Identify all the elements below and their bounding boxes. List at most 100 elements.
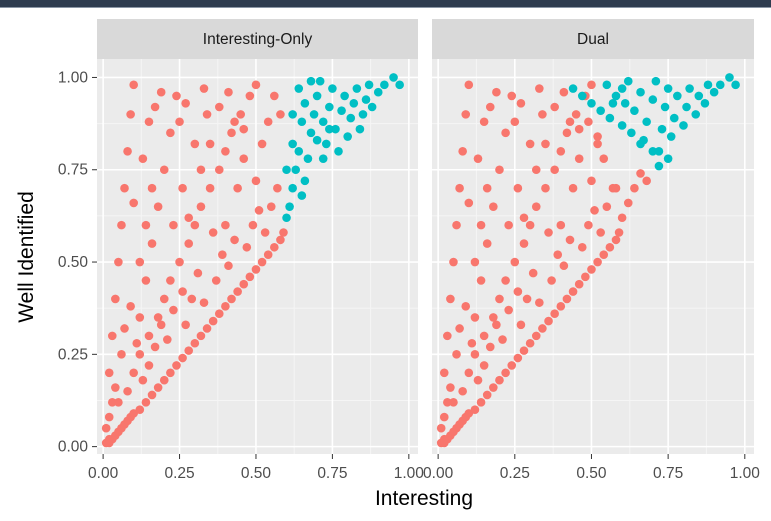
data-point-not-selected [141,276,151,285]
data-point-not-selected [464,198,474,208]
data-point-not-selected [461,302,471,311]
data-point-not-selected [153,383,163,392]
data-point-not-selected [181,320,190,330]
data-point-not-selected [193,268,203,278]
data-point-not-selected [239,154,249,163]
data-point-not-selected [205,183,215,193]
data-point-not-selected [519,239,529,248]
data-point-not-selected [135,405,145,415]
data-point-not-selected [169,220,178,230]
data-point-not-selected [593,257,602,267]
data-point-not-selected [104,412,114,422]
data-point-not-selected [562,294,572,304]
data-point-not-selected [516,320,526,330]
data-point-not-selected [239,279,249,289]
data-point-not-selected [596,228,605,237]
data-point-not-selected [270,242,279,252]
data-point-not-selected [473,154,483,163]
data-point-not-selected [239,124,249,134]
data-point-not-selected [138,375,148,385]
data-point-not-selected [547,276,556,285]
data-point-not-selected [525,139,535,149]
data-point-not-selected [233,183,242,193]
data-point-not-selected [599,250,609,259]
data-point-selected [321,139,331,149]
data-point-not-selected [251,176,261,186]
data-point-not-selected [107,398,117,407]
data-point-not-selected [166,368,175,378]
data-point-not-selected [436,423,446,433]
x-tick-label: 0.25 [500,465,530,482]
data-point-not-selected [123,386,132,396]
plot-panel-background [97,59,418,454]
facet-strip-label: Dual [577,31,609,48]
data-point-selected [291,165,301,175]
data-point-selected [709,87,719,97]
data-point-not-selected [257,139,267,149]
data-point-not-selected [593,132,602,141]
data-point-not-selected [636,169,645,178]
data-point-selected [725,73,734,82]
data-point-not-selected [184,213,194,223]
data-point-not-selected [449,257,458,267]
data-point-not-selected [178,183,187,193]
facet-strip-background [432,19,754,59]
data-point-not-selected [208,228,218,237]
data-point-not-selected [550,102,559,112]
data-point-selected [352,84,362,93]
data-point-selected [715,80,725,90]
data-point-not-selected [501,128,510,138]
x-axis-title: Interesting [375,487,473,510]
data-point-not-selected [458,146,467,156]
data-point-not-selected [541,139,550,149]
data-point-not-selected [489,313,498,322]
data-point-selected [657,124,667,134]
data-point-not-selected [190,139,200,149]
data-point-not-selected [467,338,477,348]
data-point-not-selected [550,309,559,319]
data-point-selected [673,91,682,101]
data-point-selected [666,132,676,141]
data-point-selected [636,87,645,97]
data-point-selected [312,91,322,101]
data-point-not-selected [117,350,126,359]
data-point-not-selected [199,84,209,93]
data-point-not-selected [504,220,513,230]
data-point-selected [300,98,310,108]
data-point-not-selected [126,302,135,311]
data-point-not-selected [479,117,489,127]
data-point-selected [617,121,627,130]
data-point-selected [648,95,658,104]
data-point-selected [288,139,297,149]
data-point-not-selected [556,302,566,311]
x-tick-label: 1.00 [394,465,425,482]
data-point-selected [596,106,605,115]
data-point-selected [577,91,587,101]
data-point-not-selected [525,338,535,348]
x-tick-label: 0.75 [653,465,683,482]
data-point-not-selected [208,316,218,326]
data-point-not-selected [181,98,190,108]
data-point-not-selected [117,220,126,230]
data-point-not-selected [544,228,553,237]
data-point-not-selected [565,117,575,127]
data-point-selected [318,117,328,127]
plot-panel-background [432,59,754,454]
x-tick-label: 0.25 [164,465,194,482]
data-point-not-selected [574,154,584,163]
data-point-selected [315,76,325,86]
data-point-selected [306,128,316,138]
data-point-not-selected [485,102,495,112]
data-point-not-selected [461,110,471,119]
data-point-not-selected [251,80,261,90]
data-point-selected [700,98,710,108]
data-point-not-selected [147,183,157,193]
data-point-not-selected [501,368,510,378]
data-point-selected [654,161,664,171]
data-point-not-selected [178,353,187,363]
x-tick-label: 0.75 [317,465,347,482]
data-point-not-selected [482,183,492,193]
data-point-not-selected [242,242,252,252]
data-point-not-selected [455,183,464,193]
data-point-not-selected [111,294,120,304]
